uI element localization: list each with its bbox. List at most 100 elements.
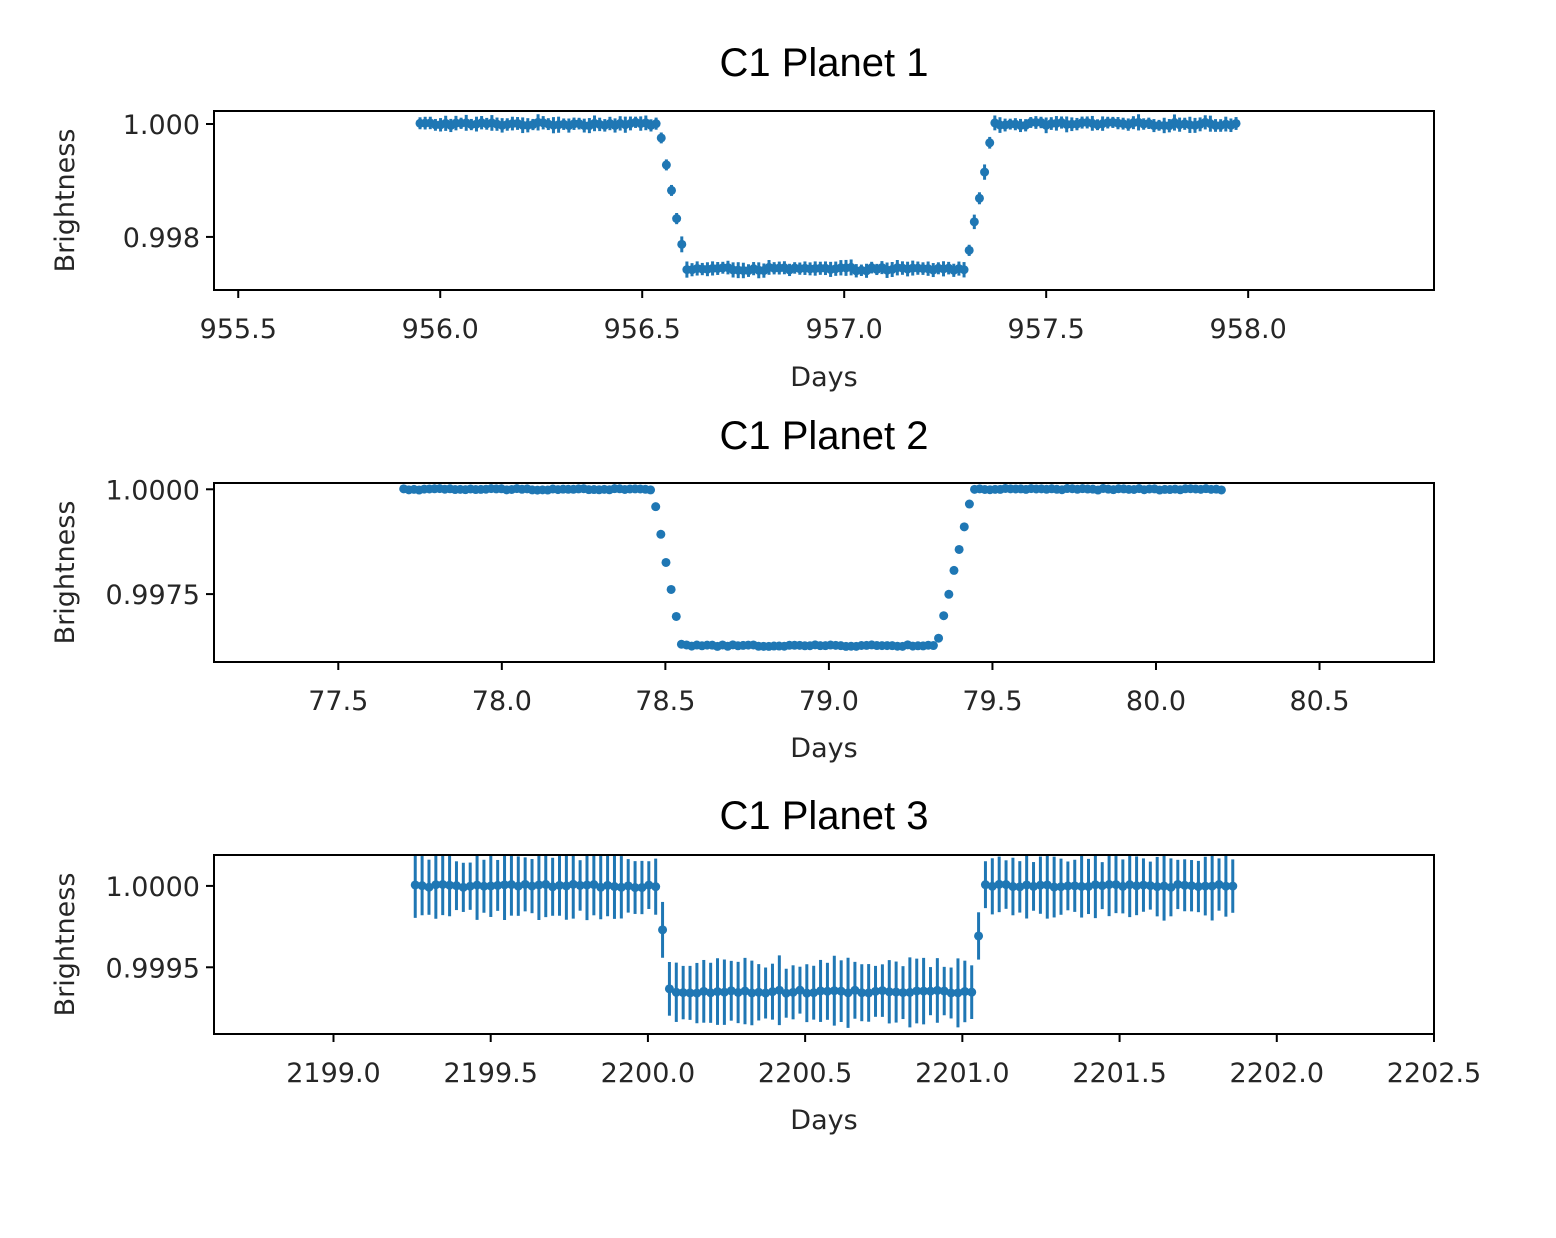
data-point: [964, 245, 974, 255]
y-tick-label: 0.998: [123, 223, 200, 254]
data-point: [809, 988, 819, 998]
data-point: [713, 987, 723, 997]
data-point: [664, 984, 674, 994]
data-point: [1221, 881, 1231, 891]
y-tick-label: 1.0000: [106, 872, 200, 903]
x-tick-label: 78.0: [472, 686, 532, 717]
data-point: [472, 880, 482, 890]
data-point: [891, 987, 901, 997]
data-point: [959, 522, 969, 532]
data-point: [568, 879, 578, 889]
x-axis-label: Days: [790, 733, 857, 764]
data-point: [651, 502, 661, 512]
data-point: [1035, 880, 1045, 890]
data-point: [616, 882, 626, 892]
x-tick-label: 2202.5: [1387, 1058, 1481, 1089]
data-series: [415, 114, 1241, 279]
data-point: [555, 880, 565, 890]
data-point: [589, 880, 599, 890]
data-point: [656, 133, 666, 143]
data-point: [671, 987, 681, 997]
data-point: [431, 880, 441, 890]
data-point: [1200, 881, 1210, 891]
data-point: [671, 611, 681, 621]
data-point: [1228, 881, 1238, 891]
data-point: [1187, 881, 1197, 891]
data-point: [561, 881, 571, 891]
x-tick-label: 955.5: [200, 314, 277, 345]
data-point: [667, 185, 677, 195]
data-point: [944, 589, 954, 599]
data-point: [534, 880, 544, 890]
x-tick-label: 79.5: [962, 686, 1022, 717]
y-tick-label: 0.9975: [106, 580, 200, 611]
x-tick-label: 2201.0: [915, 1058, 1009, 1089]
x-tick-label: 2199.0: [286, 1058, 380, 1089]
data-point: [969, 217, 979, 227]
data-point: [603, 880, 613, 890]
x-tick-label: 2199.5: [443, 1058, 537, 1089]
data-point: [939, 611, 949, 621]
y-axis-label: Brightness: [50, 129, 81, 273]
chart-panel-3: C1 Planet 3 2199.0 2199.5 2200.0 2200.5 2201.…: [50, 794, 1481, 1136]
data-series: [399, 483, 1226, 651]
data-point: [1097, 881, 1107, 891]
data-point: [445, 880, 455, 890]
data-point: [843, 988, 853, 998]
data-point: [987, 881, 997, 891]
x-tick-label: 77.5: [308, 686, 368, 717]
data-point: [637, 883, 647, 893]
data-point: [836, 986, 846, 996]
data-point: [740, 986, 750, 996]
data-point: [964, 499, 974, 509]
data-point: [658, 925, 668, 935]
data-point: [884, 987, 894, 997]
data-point: [898, 988, 908, 998]
data-point: [857, 988, 867, 998]
data-point: [438, 879, 448, 889]
plot-frame: [213, 854, 1435, 1035]
x-tick-label: 79.0: [799, 686, 859, 717]
data-point: [1118, 881, 1128, 891]
chart-panel-2: C1 Planet 2 77.5 78.0 78.5 79.0 79.5 80.0 80.5 0…: [50, 414, 1435, 764]
data-point: [678, 988, 688, 998]
data-point: [932, 985, 942, 995]
data-point: [451, 881, 461, 891]
plot-frame: [213, 110, 1435, 291]
data-point: [1104, 880, 1114, 890]
data-point: [424, 882, 434, 892]
chart-title: C1 Planet 1: [719, 41, 928, 85]
data-point: [939, 986, 949, 996]
data-point: [486, 881, 496, 891]
data-point: [582, 880, 592, 890]
data-point: [934, 633, 944, 643]
data-point: [974, 931, 984, 941]
data-point: [479, 881, 489, 891]
data-point: [864, 988, 874, 998]
data-point: [1216, 485, 1226, 495]
data-point: [1166, 882, 1176, 892]
data-point: [1056, 882, 1066, 892]
data-point: [1022, 880, 1032, 890]
data-point: [1042, 880, 1052, 890]
data-point: [651, 882, 661, 892]
data-point: [985, 138, 995, 148]
data-point: [1207, 881, 1217, 891]
data-point: [829, 986, 839, 996]
data-point: [959, 265, 969, 275]
data-point: [1132, 881, 1142, 891]
data-point: [850, 985, 860, 995]
x-tick-label: 956.0: [402, 314, 479, 345]
x-axis-label: Days: [790, 1105, 857, 1136]
data-point: [980, 880, 990, 890]
data-point: [954, 544, 964, 554]
data-point: [677, 239, 687, 249]
data-series: [410, 855, 1238, 1028]
data-point: [747, 988, 757, 998]
data-point: [699, 986, 709, 996]
data-point: [527, 881, 537, 891]
data-point: [609, 882, 619, 892]
y-tick-label: 1.000: [123, 110, 200, 141]
plot-frame: [213, 482, 1435, 663]
data-point: [575, 880, 585, 890]
